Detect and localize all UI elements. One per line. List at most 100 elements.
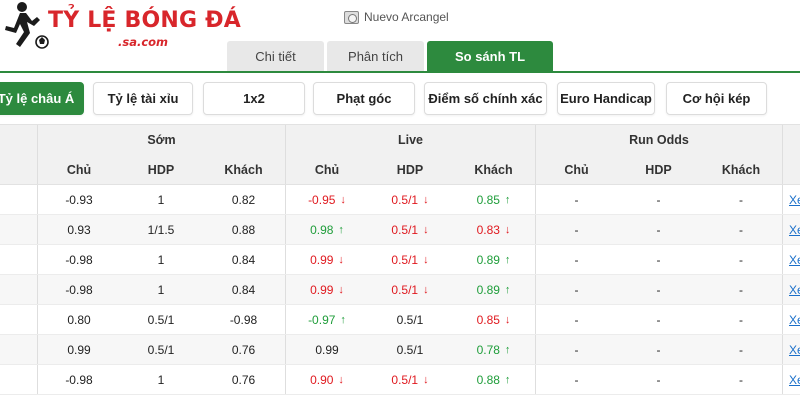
- arrow-down-icon: ↓: [340, 193, 346, 206]
- site-logo[interactable]: TỶ LỆ BÓNG ĐÁ .sa.com: [0, 0, 241, 62]
- arrow-up-icon: ↑: [338, 223, 344, 236]
- odds-value: 0.99: [67, 342, 91, 357]
- col-header-run-away: Khách: [721, 162, 761, 177]
- odds-value: 1/1.5: [147, 222, 175, 237]
- arrow-down-icon: ↓: [423, 223, 429, 236]
- tab-analysis[interactable]: Phân tích: [327, 41, 424, 71]
- cell-live-home: 0.99: [285, 335, 368, 364]
- logo-subtitle: .sa.com: [118, 35, 169, 49]
- cell-early-home: -0.98: [37, 245, 120, 274]
- cell-run-home: -: [535, 335, 617, 364]
- view-detail-link[interactable]: Xe: [789, 282, 800, 297]
- arrow-up-icon: ↑: [504, 343, 511, 356]
- arrow-down-icon: ↓: [338, 373, 344, 386]
- bet-type-corners[interactable]: Phạt góc: [313, 82, 415, 115]
- odds-value: -: [574, 342, 579, 357]
- view-detail-link[interactable]: Xe: [789, 222, 800, 237]
- table-row: -0.98 1 0.84 0.99 ↓ 0.5/1 ↓ 0.89 ↑ - - - Xe: [0, 245, 800, 275]
- view-detail-link[interactable]: Xe: [789, 312, 800, 327]
- bet-type-asian-handicap[interactable]: Tỷ lệ châu Á: [0, 82, 84, 115]
- odds-value: 0.89: [476, 252, 500, 267]
- tab-underline: [0, 71, 800, 73]
- cell-run-hdp: -: [617, 245, 700, 274]
- cell-early-hdp: 1: [120, 185, 202, 214]
- cell-live-home: 0.90 ↓: [285, 365, 368, 394]
- col-header-live-hdp: HDP: [396, 162, 424, 177]
- group-header-early: Sớm: [37, 125, 285, 155]
- match-tabs: Chi tiết Phân tích So sánh TL: [227, 41, 553, 71]
- bet-type-euro-handicap[interactable]: Euro Handicap: [557, 82, 655, 115]
- tab-detail[interactable]: Chi tiết: [227, 41, 324, 71]
- bet-type-correct-score[interactable]: Điểm số chính xác: [424, 82, 547, 115]
- cell-live-away: 0.89 ↑: [452, 245, 535, 274]
- view-detail-link[interactable]: Xe: [789, 342, 800, 357]
- bet-type-1x2[interactable]: 1x2: [203, 82, 305, 115]
- odds-value: 0.78: [476, 342, 500, 357]
- table-row: 0.93 1/1.5 0.88 0.98 ↑ 0.5/1 ↓ 0.83 ↓ - - - Xe: [0, 215, 800, 245]
- odds-value: 0.85: [476, 192, 500, 207]
- odds-value: 0.5/1: [391, 222, 419, 237]
- odds-value: -: [574, 192, 579, 207]
- odds-value: 0.89: [476, 282, 500, 297]
- odds-value: -0.98: [65, 372, 93, 387]
- cell-early-hdp: 1/1.5: [120, 215, 202, 244]
- odds-value: 0.80: [67, 312, 91, 327]
- odds-value: 0.90: [310, 372, 334, 387]
- odds-value: -: [739, 372, 743, 387]
- cell-early-hdp: 1: [120, 365, 202, 394]
- cell-early-home: 0.99: [37, 335, 120, 364]
- table-column-header: Chủ HDP Khách Chủ HDP Khách Chủ HDP Khác…: [0, 155, 800, 185]
- odds-value: 0.99: [310, 282, 334, 297]
- logo-title: TỶ LỆ BÓNG ĐÁ: [48, 8, 241, 33]
- arrow-down-icon: ↓: [423, 193, 429, 206]
- arrow-down-icon: ↓: [423, 373, 429, 386]
- arrow-up-icon: ↑: [340, 313, 346, 326]
- cell-early-away: -0.98: [202, 305, 285, 334]
- group-header-live: Live: [285, 125, 535, 155]
- odds-value: -: [656, 312, 661, 327]
- col-header-live-home: Chủ: [285, 155, 368, 184]
- cell-run-hdp: -: [617, 305, 700, 334]
- view-detail-link[interactable]: Xe: [789, 372, 800, 387]
- cell-run-hdp: -: [617, 335, 700, 364]
- odds-value: 1: [157, 282, 165, 297]
- table-row: 0.80 0.5/1 -0.98 -0.97 ↑ 0.5/1 0.85 ↓ - - - Xe: [0, 305, 800, 335]
- cell-run-away: -: [700, 365, 782, 394]
- arrow-up-icon: ↑: [504, 283, 511, 296]
- odds-value: 0.5/1: [391, 192, 419, 207]
- cell-early-away: 0.84: [202, 245, 285, 274]
- view-detail-link[interactable]: Xe: [789, 252, 800, 267]
- cell-run-away: -: [700, 305, 782, 334]
- arrow-down-icon: ↓: [504, 223, 511, 236]
- odds-value: -: [574, 372, 579, 387]
- odds-value: 0.5/1: [147, 312, 175, 327]
- cell-run-away: -: [700, 185, 782, 214]
- odds-value: 0.88: [231, 222, 256, 237]
- odds-value: -0.98: [65, 252, 93, 267]
- col-header-early-hdp: HDP: [147, 162, 175, 177]
- cell-live-hdp: 0.5/1 ↓: [368, 275, 452, 304]
- cell-run-hdp: -: [617, 185, 700, 214]
- odds-value: -0.93: [65, 192, 93, 207]
- odds-value: 0.5/1: [391, 282, 419, 297]
- cell-live-away: 0.85 ↑: [452, 185, 535, 214]
- odds-value: -: [574, 222, 579, 237]
- cell-early-home: 0.80: [37, 305, 120, 334]
- odds-value: 0.5/1: [396, 342, 424, 357]
- cell-live-hdp: 0.5/1 ↓: [368, 185, 452, 214]
- cell-early-hdp: 1: [120, 275, 202, 304]
- arrow-up-icon: ↑: [504, 373, 511, 386]
- cell-live-home: 0.98 ↑: [285, 215, 368, 244]
- view-detail-link[interactable]: Xe: [789, 192, 800, 207]
- bet-type-double-chance[interactable]: Cơ hội kép: [666, 82, 767, 115]
- cell-live-home: 0.99 ↓: [285, 275, 368, 304]
- arrow-up-icon: ↑: [504, 193, 511, 206]
- col-header-run-home: Chủ: [535, 155, 617, 184]
- odds-value: -: [656, 282, 661, 297]
- cell-early-home: 0.93: [37, 215, 120, 244]
- bet-type-over-under[interactable]: Tỷ lệ tài xỉu: [93, 82, 193, 115]
- cell-early-away: 0.84: [202, 275, 285, 304]
- tab-odds-compare[interactable]: So sánh TL: [427, 41, 553, 71]
- table-row: -0.98 1 0.76 0.90 ↓ 0.5/1 ↓ 0.88 ↑ - - - Xe: [0, 365, 800, 395]
- cell-run-away: -: [700, 215, 782, 244]
